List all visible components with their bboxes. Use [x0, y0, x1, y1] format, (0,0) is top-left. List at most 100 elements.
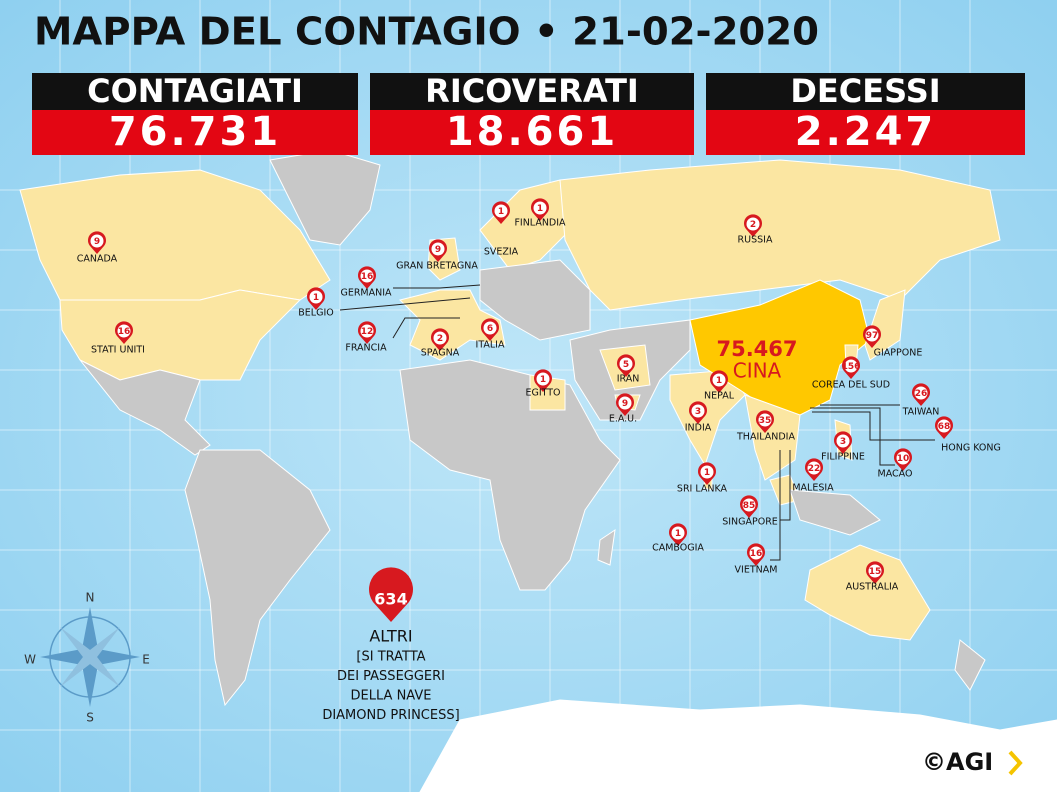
marker-label: SRI LANKA	[677, 484, 728, 495]
marker-count: 10	[897, 454, 910, 464]
marker-label: MACAO	[878, 469, 913, 480]
marker-dot	[896, 451, 910, 465]
marker-label: EGITTO	[525, 388, 560, 399]
marker-dot	[360, 324, 374, 338]
marker-label: MALESIA	[792, 483, 834, 494]
marker-count: 1	[540, 375, 546, 385]
others-note: [SI TRATTA	[356, 650, 425, 665]
land	[19, 149, 1057, 792]
marker-dot	[671, 526, 685, 540]
marker-dot	[742, 498, 756, 512]
others-note: DELLA NAVE	[351, 689, 432, 704]
compass-n: N	[86, 591, 95, 605]
marker-count: 35	[759, 416, 772, 426]
marker-label: FINLANDIA	[514, 218, 566, 229]
marker-label: NEPAL	[704, 391, 735, 402]
marker-count: 6	[487, 324, 493, 334]
marker-label: TAIWAN	[902, 407, 940, 418]
marker-count: 12	[361, 327, 374, 337]
marker-dot	[533, 201, 547, 215]
marker-label: BELGIO	[298, 308, 333, 319]
marker-dot	[836, 434, 850, 448]
marker-label: AUSTRALIA	[846, 582, 899, 593]
marker-count: 85	[743, 501, 756, 511]
stat-body	[370, 110, 694, 155]
others-note: DIAMOND PRINCESS]	[322, 708, 459, 723]
marker-count: 9	[435, 245, 441, 255]
stat-header	[370, 73, 694, 110]
stat-header	[32, 73, 358, 110]
marker-label: SPAGNA	[421, 348, 460, 359]
marker-count: 1	[716, 376, 722, 386]
logo-arrow	[1008, 750, 1023, 776]
marker-label: GERMANIA	[340, 288, 392, 299]
marker-dot	[865, 328, 879, 342]
marker-label: IRAN	[617, 374, 640, 385]
marker-dot	[483, 321, 497, 335]
stat-label: RICOVERATI	[425, 72, 639, 110]
others-pin	[369, 567, 413, 622]
marker-dot	[868, 564, 882, 578]
marker-dot	[536, 372, 550, 386]
others-count: 634	[374, 590, 407, 609]
marker-label: INDIA	[685, 423, 712, 434]
stat-value: 76.731	[109, 109, 281, 155]
marker-dot	[807, 461, 821, 475]
marker-count: 1	[704, 468, 710, 478]
marker-count: 97	[866, 331, 879, 341]
marker-label: FILIPPINE	[821, 452, 865, 463]
marker-count: 156	[842, 362, 861, 372]
marker-count: 2	[750, 220, 756, 230]
marker-dot	[431, 242, 445, 256]
others-note: DEI PASSEGGERI	[337, 669, 445, 684]
marker-dot	[937, 419, 951, 433]
stat-body	[706, 110, 1025, 155]
compass-s: S	[86, 711, 94, 725]
title: MAPPA DEL CONTAGIO • 21-02-2020	[34, 10, 819, 54]
marker-label: FRANCIA	[345, 343, 387, 354]
marker-label: CAMBOGIA	[652, 543, 704, 554]
stat-value: 18.661	[446, 109, 618, 155]
logo: ©AGI	[922, 748, 993, 776]
marker-count: 16	[361, 272, 374, 282]
marker-label: VIETNAM	[735, 565, 778, 576]
marker-count: 68	[938, 422, 951, 432]
marker-count: 9	[94, 237, 100, 247]
marker-dot	[691, 404, 705, 418]
marker-dot	[712, 373, 726, 387]
marker-label: SINGAPORE	[722, 517, 778, 528]
marker-dot	[746, 217, 760, 231]
marker-count: 9	[622, 399, 628, 409]
marker-dot	[619, 357, 633, 371]
stat-label: CONTAGIATI	[87, 72, 303, 110]
compass-w: W	[24, 653, 36, 667]
marker-dot	[749, 546, 763, 560]
marker-label: STATI UNITI	[91, 345, 145, 356]
marker-label: ITALIA	[476, 340, 505, 351]
marker-label: THAILANDIA	[736, 432, 795, 443]
marker-label: HONG KONG	[941, 443, 1001, 454]
marker-count: 5	[623, 360, 629, 370]
compass-e: E	[142, 653, 150, 667]
marker-dot	[758, 413, 772, 427]
marker-count: 1	[537, 204, 543, 214]
marker-label: CANADA	[77, 254, 118, 265]
marker-count: 1	[313, 293, 319, 303]
marker-dot	[844, 359, 858, 373]
marker-count: 1	[498, 207, 504, 217]
marker-dot	[433, 331, 447, 345]
marker-count: 16	[750, 549, 763, 559]
stat-header	[706, 73, 1025, 110]
stat-body	[32, 110, 358, 155]
marker-label: GRAN BRETAGNA	[396, 261, 478, 272]
china-name: CINA	[733, 359, 782, 383]
others-name: ALTRI	[369, 627, 412, 646]
compass	[40, 607, 140, 707]
marker-label: GIAPPONE	[874, 348, 923, 359]
marker-count: 16	[118, 327, 131, 337]
marker-count: 26	[915, 389, 928, 399]
china-count: 75.467	[716, 337, 797, 361]
stat-label: DECESSI	[790, 72, 940, 110]
marker-dot	[700, 465, 714, 479]
